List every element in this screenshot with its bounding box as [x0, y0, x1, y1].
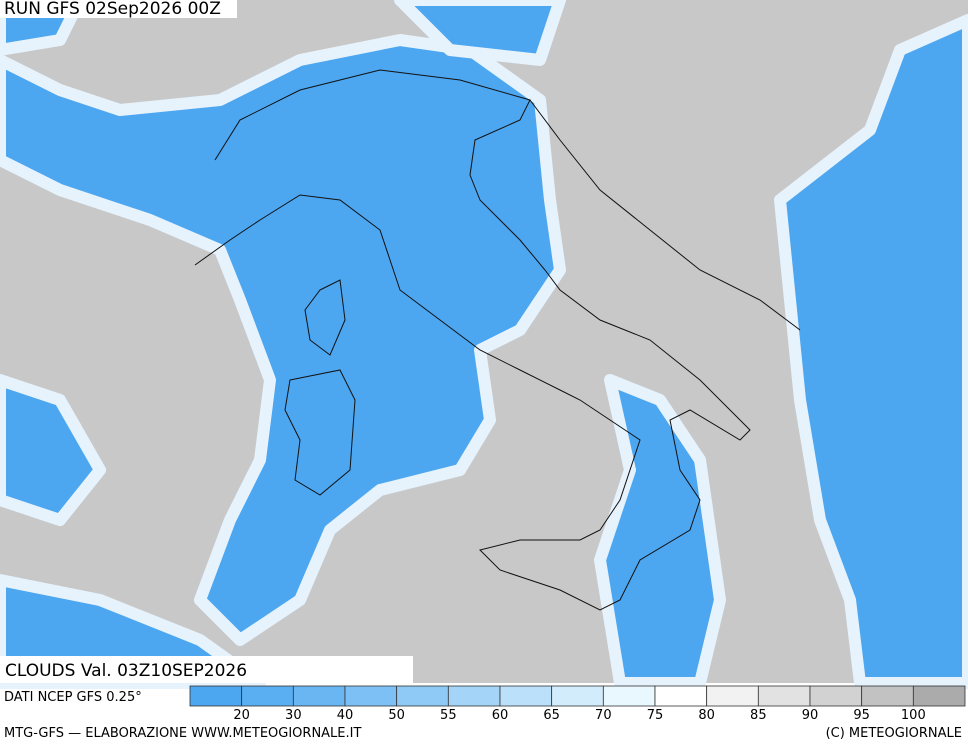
colorbar-box [241, 685, 294, 707]
field-label-box [0, 656, 413, 683]
coastlines [194, 69, 801, 611]
colorbar-box [292, 685, 346, 707]
colorbar-box [602, 685, 656, 707]
colorbar-tick-label: 65 [543, 708, 560, 723]
colorbar-tick-label: 50 [388, 708, 405, 723]
colorbar-box [706, 685, 759, 707]
run-label: RUN GFS 02Sep2026 00Z [4, 0, 221, 19]
colorbar-tick-label: 95 [853, 708, 870, 723]
colorbar-box [447, 685, 501, 707]
source-label: DATI NCEP GFS 0.25° [4, 690, 142, 705]
field-label: CLOUDS Val. 03Z10SEP2026 [5, 661, 247, 681]
run-label-box [0, 0, 237, 18]
colorbar: 20 30 40 50 55 60 65 70 75 80 85 90 95 100 [189, 685, 966, 723]
map [0, 0, 968, 689]
colorbar-box [189, 685, 243, 707]
colorbar-tick-label: 40 [337, 708, 354, 723]
colorbar-box [912, 685, 966, 707]
colorbar-box [344, 685, 398, 707]
colorbar-box [499, 685, 553, 707]
colorbar-box [551, 685, 604, 707]
colorbar-box [809, 685, 863, 707]
colorbar-tick-label: 55 [440, 708, 457, 723]
colorbar-tick-label: 80 [698, 708, 715, 723]
colorbar-tick-label: 60 [492, 708, 509, 723]
colorbar-box [654, 685, 708, 707]
colorbar-tick-label: 30 [285, 708, 302, 723]
colorbar-tick-label: 85 [750, 708, 767, 723]
footer-right: (C) METEOGIORNALE [826, 726, 962, 741]
colorbar-tick-label: 20 [233, 708, 250, 723]
colorbar-tick-label: 70 [595, 708, 612, 723]
colorbar-tick-label: 100 [901, 708, 926, 723]
colorbar-box [396, 685, 449, 707]
colorbar-box [757, 685, 811, 707]
footer-left: MTG-GFS — ELABORAZIONE WWW.METEOGIORNALE… [4, 726, 361, 741]
colorbar-tick-label: 75 [647, 708, 664, 723]
colorbar-tick-label: 90 [802, 708, 819, 723]
colorbar-box [861, 685, 914, 707]
